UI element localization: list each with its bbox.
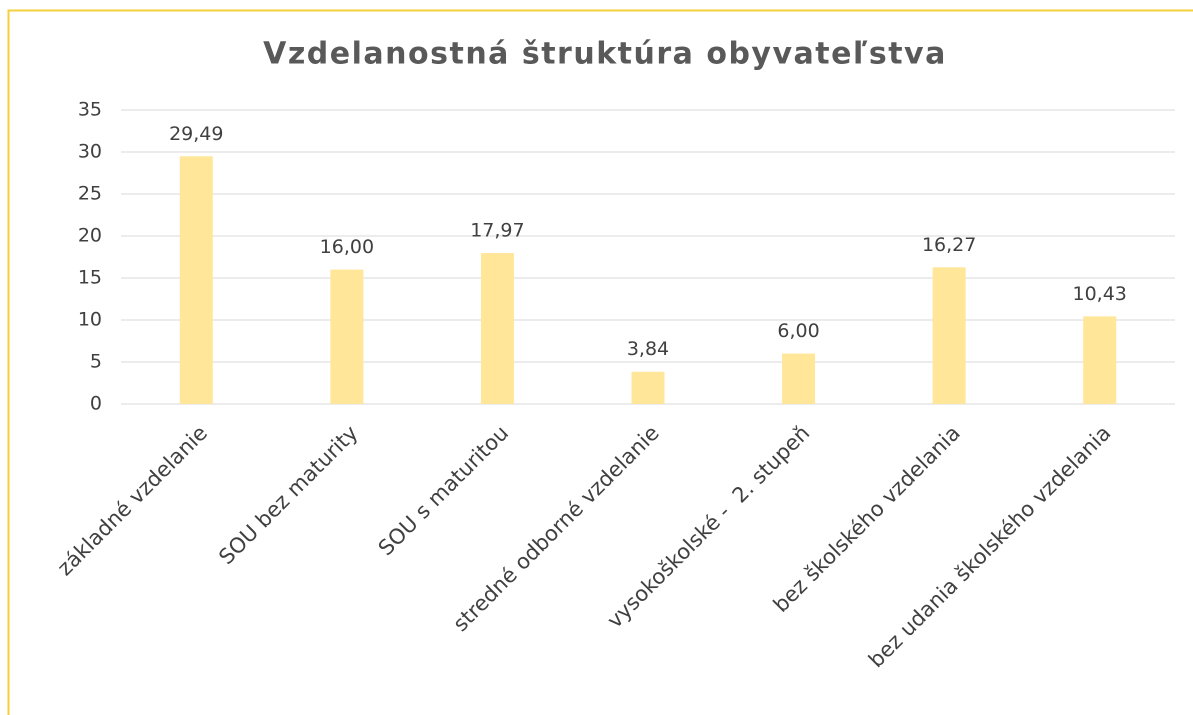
y-tick-label: 5	[90, 351, 102, 373]
chart-title: Vzdelanostná štruktúra obyvateľstva	[263, 37, 947, 72]
data-label: 16,00	[320, 236, 374, 258]
data-label: 16,27	[922, 234, 976, 256]
y-tick-label: 20	[78, 225, 102, 247]
y-tick-label: 15	[78, 267, 102, 289]
bar	[1083, 316, 1117, 404]
data-label: 3,84	[627, 338, 669, 360]
x-tick-label: základné vzdelanie	[53, 421, 212, 580]
y-tick-label: 10	[78, 309, 102, 331]
data-label: 29,49	[169, 123, 223, 145]
bar	[330, 269, 364, 404]
bar	[782, 353, 816, 404]
bar	[179, 156, 213, 404]
data-label: 10,43	[1073, 283, 1127, 305]
x-tick-label: bez udania školského vzdelania	[864, 421, 1116, 673]
x-tick-label: SOU bez maturity	[214, 421, 362, 569]
bar	[480, 253, 514, 404]
y-tick-label: 30	[78, 141, 102, 163]
y-tick-label: 35	[78, 99, 102, 121]
y-tick-label: 0	[90, 393, 102, 415]
x-tick-label: SOU s maturitou	[374, 421, 513, 560]
chart-border	[7, 9, 1193, 715]
bar	[631, 371, 665, 404]
bar	[932, 267, 966, 404]
data-label: 17,97	[470, 220, 524, 242]
y-tick-label: 25	[78, 183, 102, 205]
data-label: 6,00	[777, 320, 819, 342]
